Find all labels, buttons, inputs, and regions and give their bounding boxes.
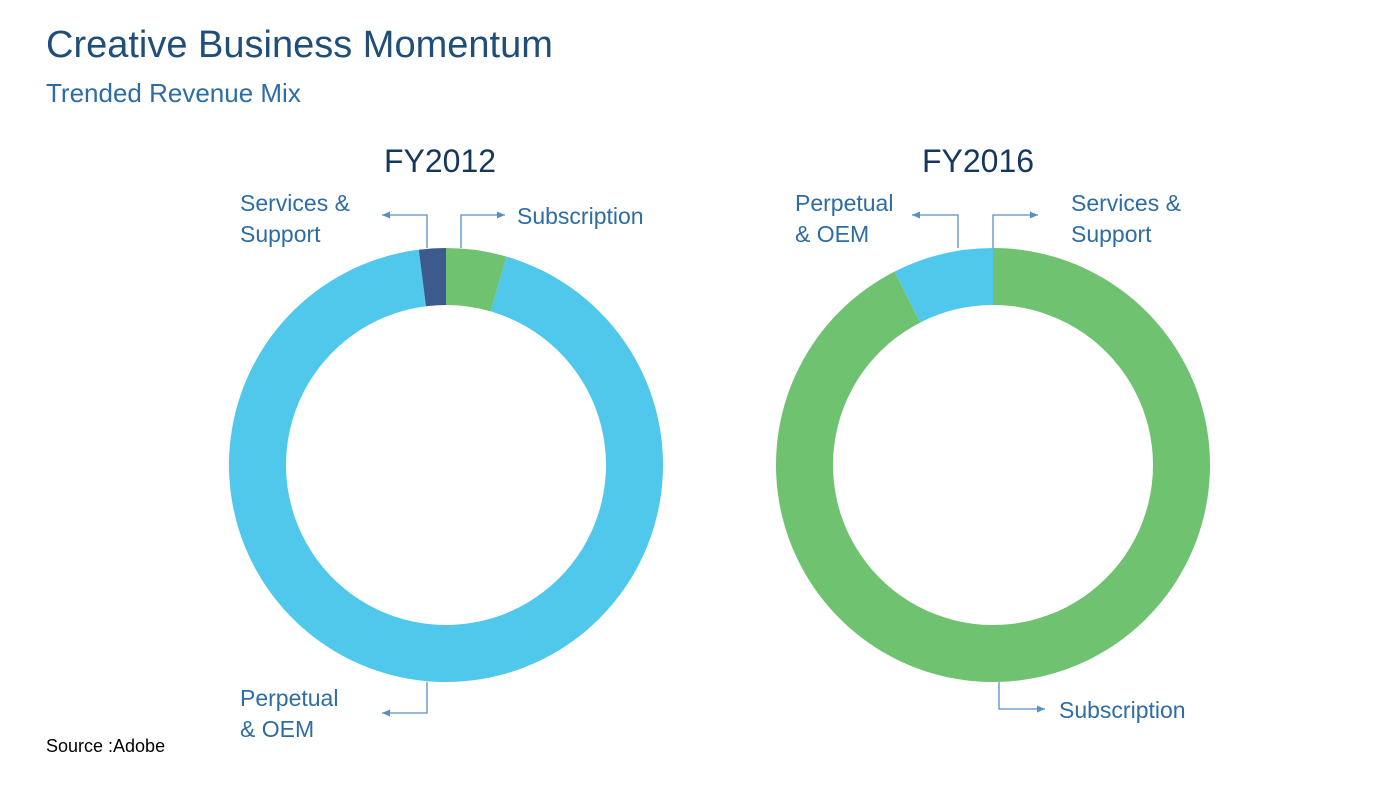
slice-label-line: Services & <box>1071 190 1181 216</box>
donut-slice-fy2012-services-support <box>418 248 446 307</box>
leader-line-fy2016-services-support <box>992 211 1038 248</box>
source-note: Source :Adobe <box>46 736 166 756</box>
slice-label-fy2012-services-support: Services & Support <box>240 190 350 247</box>
chart-title-fy2016: FY2016 <box>922 143 1034 179</box>
donut-slice-fy2016-perpetual-oem <box>894 248 993 323</box>
slice-label-line: Subscription <box>1059 697 1186 723</box>
chart-title-fy2012: FY2012 <box>384 143 496 179</box>
slide-title: Creative Business Momentum <box>46 24 553 66</box>
slice-label-line: Subscription <box>517 203 644 229</box>
slice-label-fy2012-perpetual-oem: Perpetual & OEM <box>240 685 338 742</box>
donut-slice-fy2012-perpetual-oem <box>229 249 664 683</box>
slice-label-line: Perpetual <box>795 190 893 216</box>
donut-slice-fy2012-subscription <box>446 248 507 312</box>
slice-label-fy2012-subscription: Subscription <box>517 203 644 229</box>
slice-label-fy2016-services-support: Services & Support <box>1071 190 1181 247</box>
leader-line-fy2012-perpetual-oem <box>382 682 428 717</box>
leader-line-fy2012-services-support <box>382 211 428 248</box>
slice-label-line: Support <box>1071 221 1152 247</box>
leader-line-fy2016-perpetual-oem <box>912 211 959 248</box>
slice-label-line: & OEM <box>240 716 314 742</box>
donut-slice-fy2016-subscription <box>776 248 1210 682</box>
slice-label-line: Perpetual <box>240 685 338 711</box>
leader-line-fy2012-subscription <box>460 211 505 248</box>
slice-label-line: Support <box>240 221 321 247</box>
slice-label-line: Services & <box>240 190 350 216</box>
leader-line-fy2016-subscription <box>998 682 1045 713</box>
slice-label-line: & OEM <box>795 221 869 247</box>
slice-label-fy2016-perpetual-oem: Perpetual & OEM <box>795 190 893 247</box>
slide-subtitle: Trended Revenue Mix <box>46 78 301 108</box>
slice-label-fy2016-subscription: Subscription <box>1059 697 1186 723</box>
